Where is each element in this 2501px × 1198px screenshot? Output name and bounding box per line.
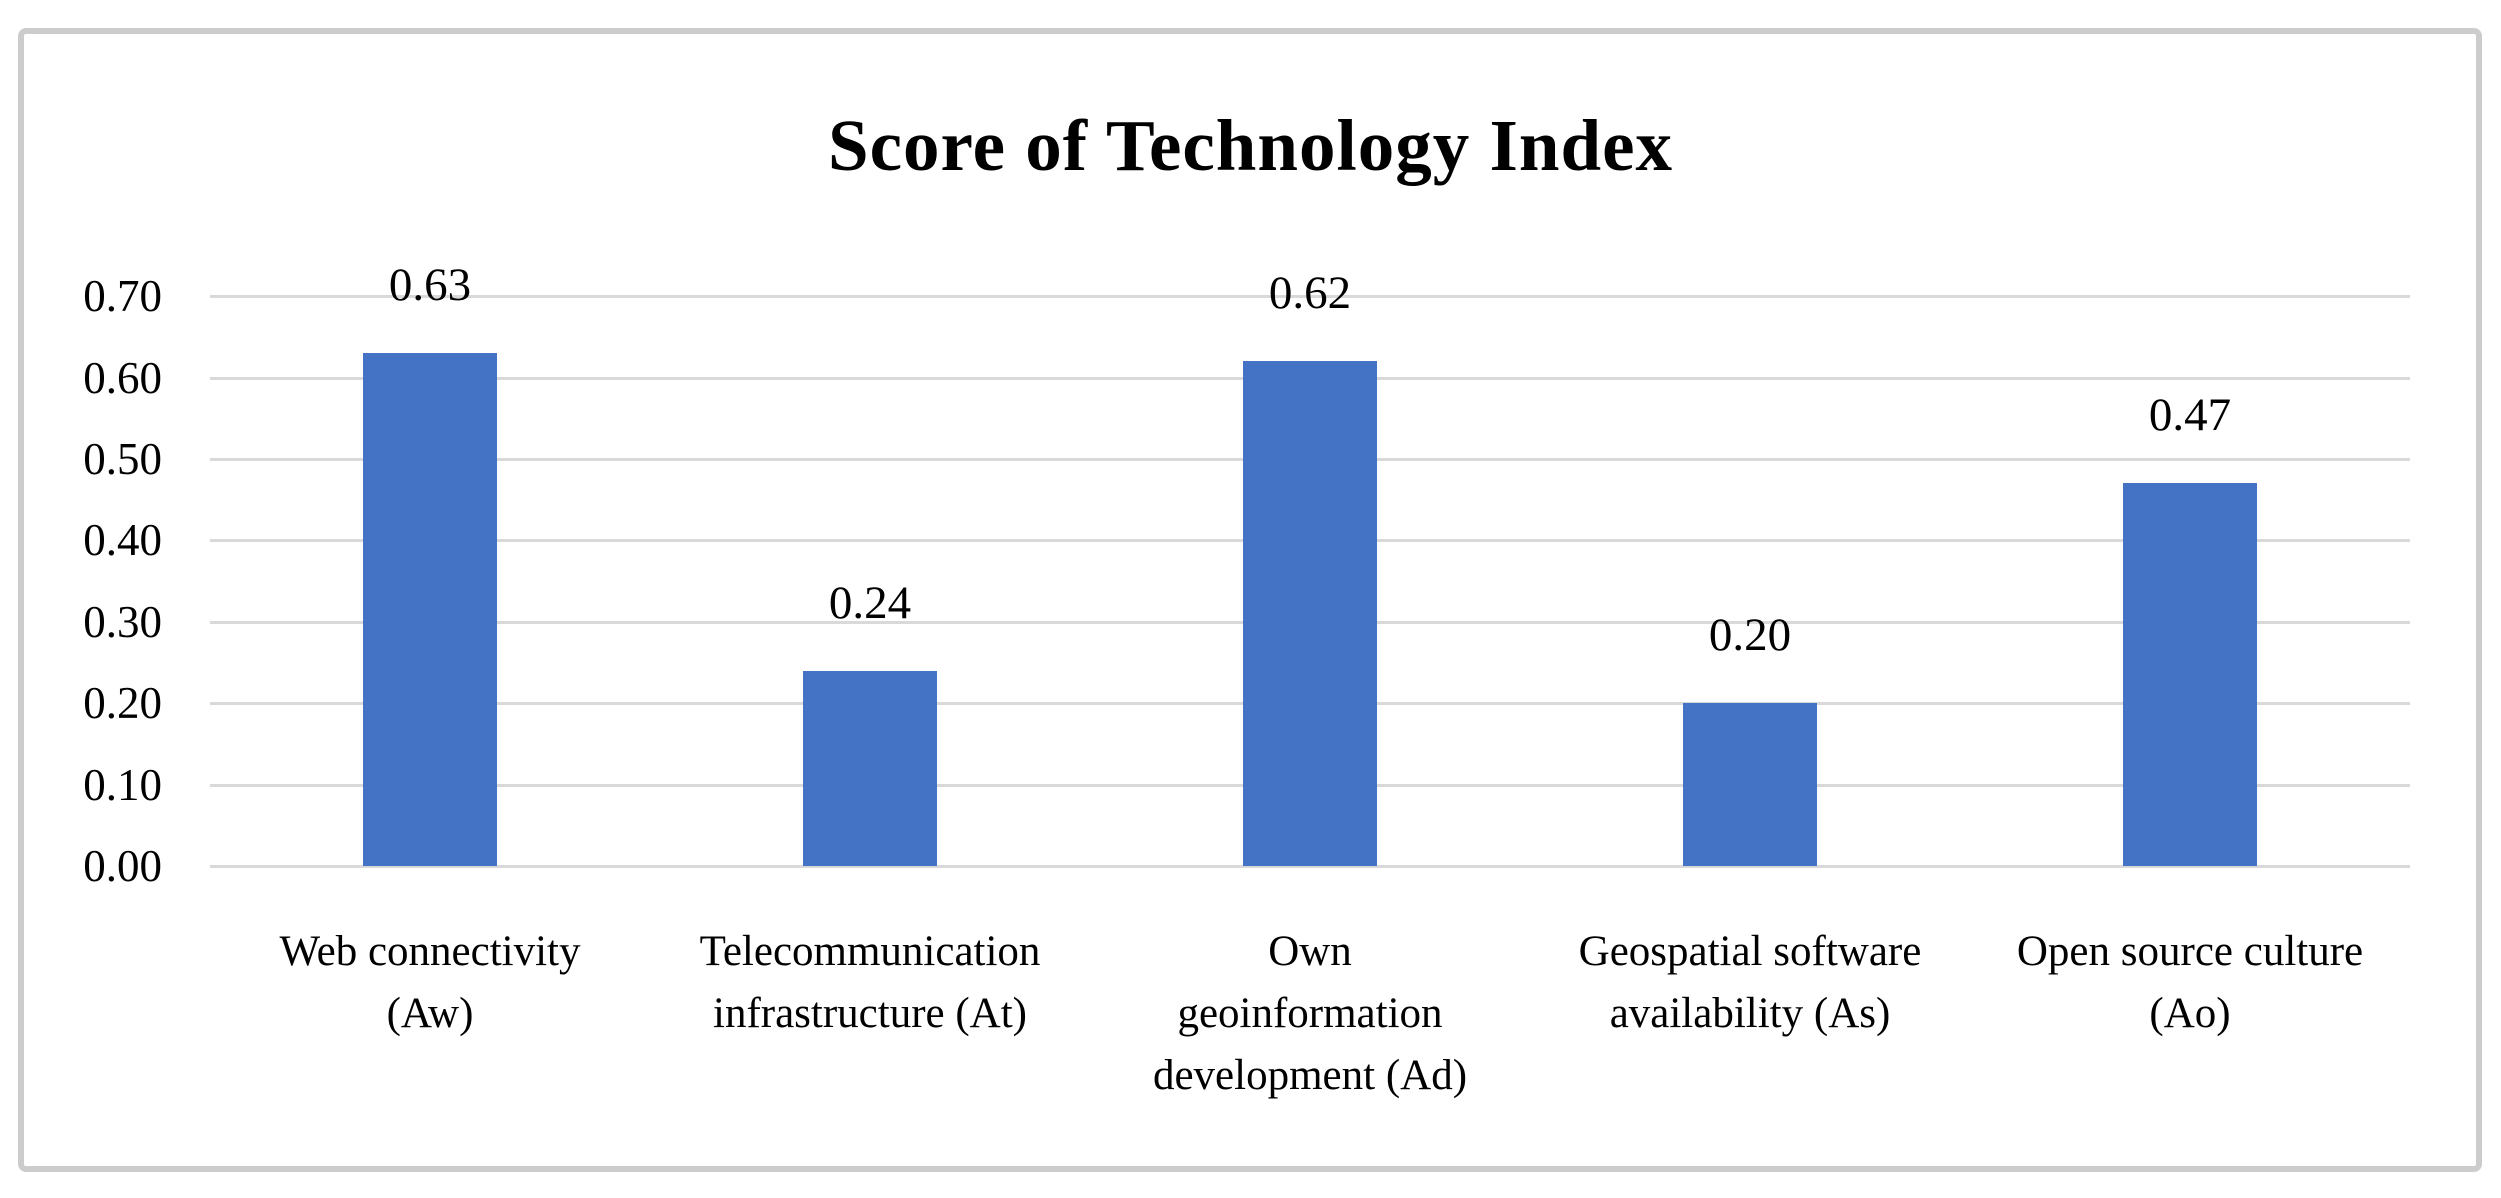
x-category-label: Web connectivity (Aw) [210,921,650,1045]
bar [1683,703,1817,866]
x-category-label-line: Web connectivity [279,928,581,975]
y-gridline [210,295,2410,298]
x-category-label-line: Own [1268,928,1352,975]
x-category-label-line: availability (As) [1609,990,1891,1037]
y-axis-tick-label: 0.00 [83,841,162,891]
x-category-label: Geospatial software availability (As) [1530,921,1970,1045]
bar [2123,483,2257,866]
x-category-label-line: (Aw) [386,990,474,1037]
y-axis-tick-label: 0.30 [83,597,162,647]
chart-title: Score of Technology Index [827,105,1673,186]
bar [1243,361,1377,866]
y-axis-tick-label: 0.20 [83,678,162,728]
bar [363,353,497,866]
bar-value-label: 0.63 [388,259,472,311]
bar-value-label: 0.47 [2148,389,2232,441]
bar-value-label: 0.20 [1708,609,1792,661]
x-category-label-line: Telecommunication [699,928,1041,975]
bar [803,671,937,866]
x-category-label: Own geoinformation development (Ad) [1090,921,1530,1107]
x-category-label-line: (Ao) [2149,990,2231,1037]
bar-value-label: 0.62 [1268,267,1352,319]
x-category-label: Telecommunication infrastructure (At) [650,921,1090,1045]
x-category-label: Open source culture (Ao) [1970,921,2410,1045]
bar-value-label: 0.24 [828,577,912,629]
y-axis-tick-label: 0.40 [83,515,162,565]
x-category-label-line: infrastructure (At) [713,990,1027,1037]
x-category-label-line: geoinformation [1177,990,1443,1037]
y-axis-tick-label: 0.70 [83,271,162,321]
x-category-label-line: Geospatial software [1578,928,1922,975]
y-axis-tick-label: 0.50 [83,434,162,484]
y-axis-tick-label: 0.10 [83,760,162,810]
x-category-label-line: development (Ad) [1152,1052,1468,1099]
y-axis-tick-label: 0.60 [83,353,162,403]
x-category-label-line: Open source culture [2016,928,2364,975]
y-gridline [210,865,2410,868]
